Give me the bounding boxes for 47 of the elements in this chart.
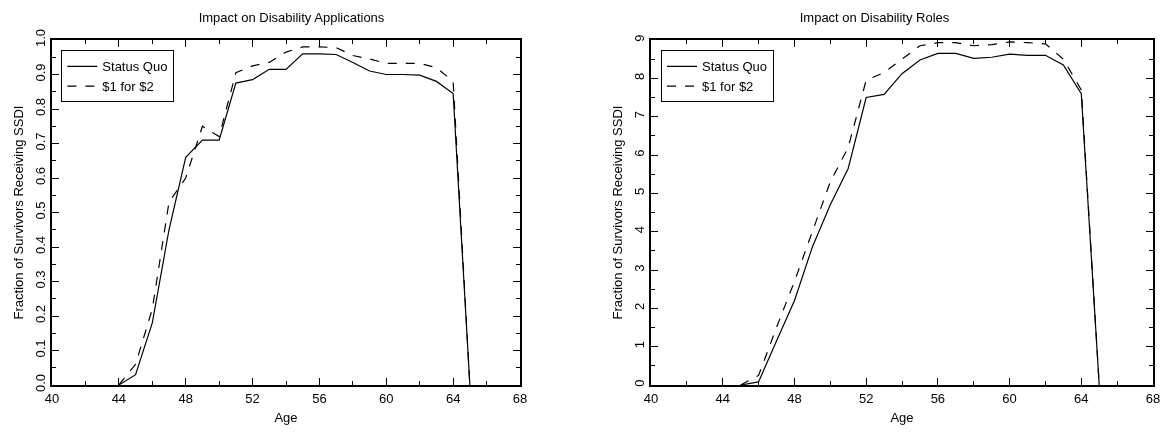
x-tick-label: 52 [858, 390, 874, 406]
x-tick-label: 40 [44, 390, 60, 406]
y-tick-label: 1.0 [32, 29, 48, 48]
x-tick-label: 44 [111, 390, 127, 406]
x-tick-label: 68 [1145, 390, 1161, 406]
x-tick-label: 68 [512, 390, 528, 406]
y-tick-label: 8 [631, 72, 647, 80]
legend-label: $1 for $2 [702, 79, 754, 95]
y-tick-label: 0.1 [32, 339, 48, 358]
y-tick-label: 0.9 [32, 63, 48, 82]
y-tick-label: 0.8 [32, 98, 48, 117]
legend-label: Status Quo [702, 59, 768, 75]
x-axis-title: Age [274, 409, 298, 425]
chart-title: Impact on Disability Applications [198, 10, 385, 26]
x-tick-label: 64 [445, 390, 461, 406]
x-tick-label: 52 [245, 390, 260, 406]
y-tick-label: 0.3 [32, 270, 48, 289]
y-tick-label: 0.5 [32, 201, 48, 220]
y-tick-label: 0.4 [32, 236, 48, 255]
x-axis-title: Age [890, 409, 914, 425]
legend-label: $1 for $2 [102, 79, 154, 95]
y-tick-label: 0.2 [32, 305, 48, 324]
y-tick-label: 0.6 [32, 167, 48, 186]
x-tick-label: 48 [178, 390, 193, 406]
y-tick-label: 2 [631, 302, 647, 310]
y-tick-label: 5 [631, 187, 647, 195]
y-tick-label: 0 [631, 379, 647, 387]
y-tick-label: 3 [631, 264, 647, 272]
y-tick-label: 7 [631, 111, 647, 119]
y-tick-label: 9 [631, 34, 647, 42]
y-tick-label: 0.0 [32, 374, 48, 393]
x-tick-label: 56 [312, 390, 327, 406]
chart-title: Impact on Disability Roles [799, 10, 950, 26]
x-tick-label: 60 [379, 390, 394, 406]
y-tick-label: 4 [631, 226, 647, 234]
y-tick-label: 0.7 [32, 132, 48, 151]
x-tick-label: 48 [787, 390, 802, 406]
x-tick-label: 44 [715, 390, 730, 406]
legend-label: Status Quo [102, 59, 168, 75]
x-tick-label: 60 [1002, 390, 1017, 406]
y-axis-title: Fraction of Survivors Receiving SSDI [610, 105, 626, 320]
y-tick-label: 6 [631, 149, 647, 157]
x-tick-label: 64 [1074, 390, 1089, 406]
x-tick-label: 56 [930, 390, 946, 406]
x-tick-label: 40 [643, 390, 659, 406]
y-tick-label: 1 [631, 341, 647, 349]
y-axis-title: Fraction of Survivors Receiving SSDI [11, 105, 27, 320]
